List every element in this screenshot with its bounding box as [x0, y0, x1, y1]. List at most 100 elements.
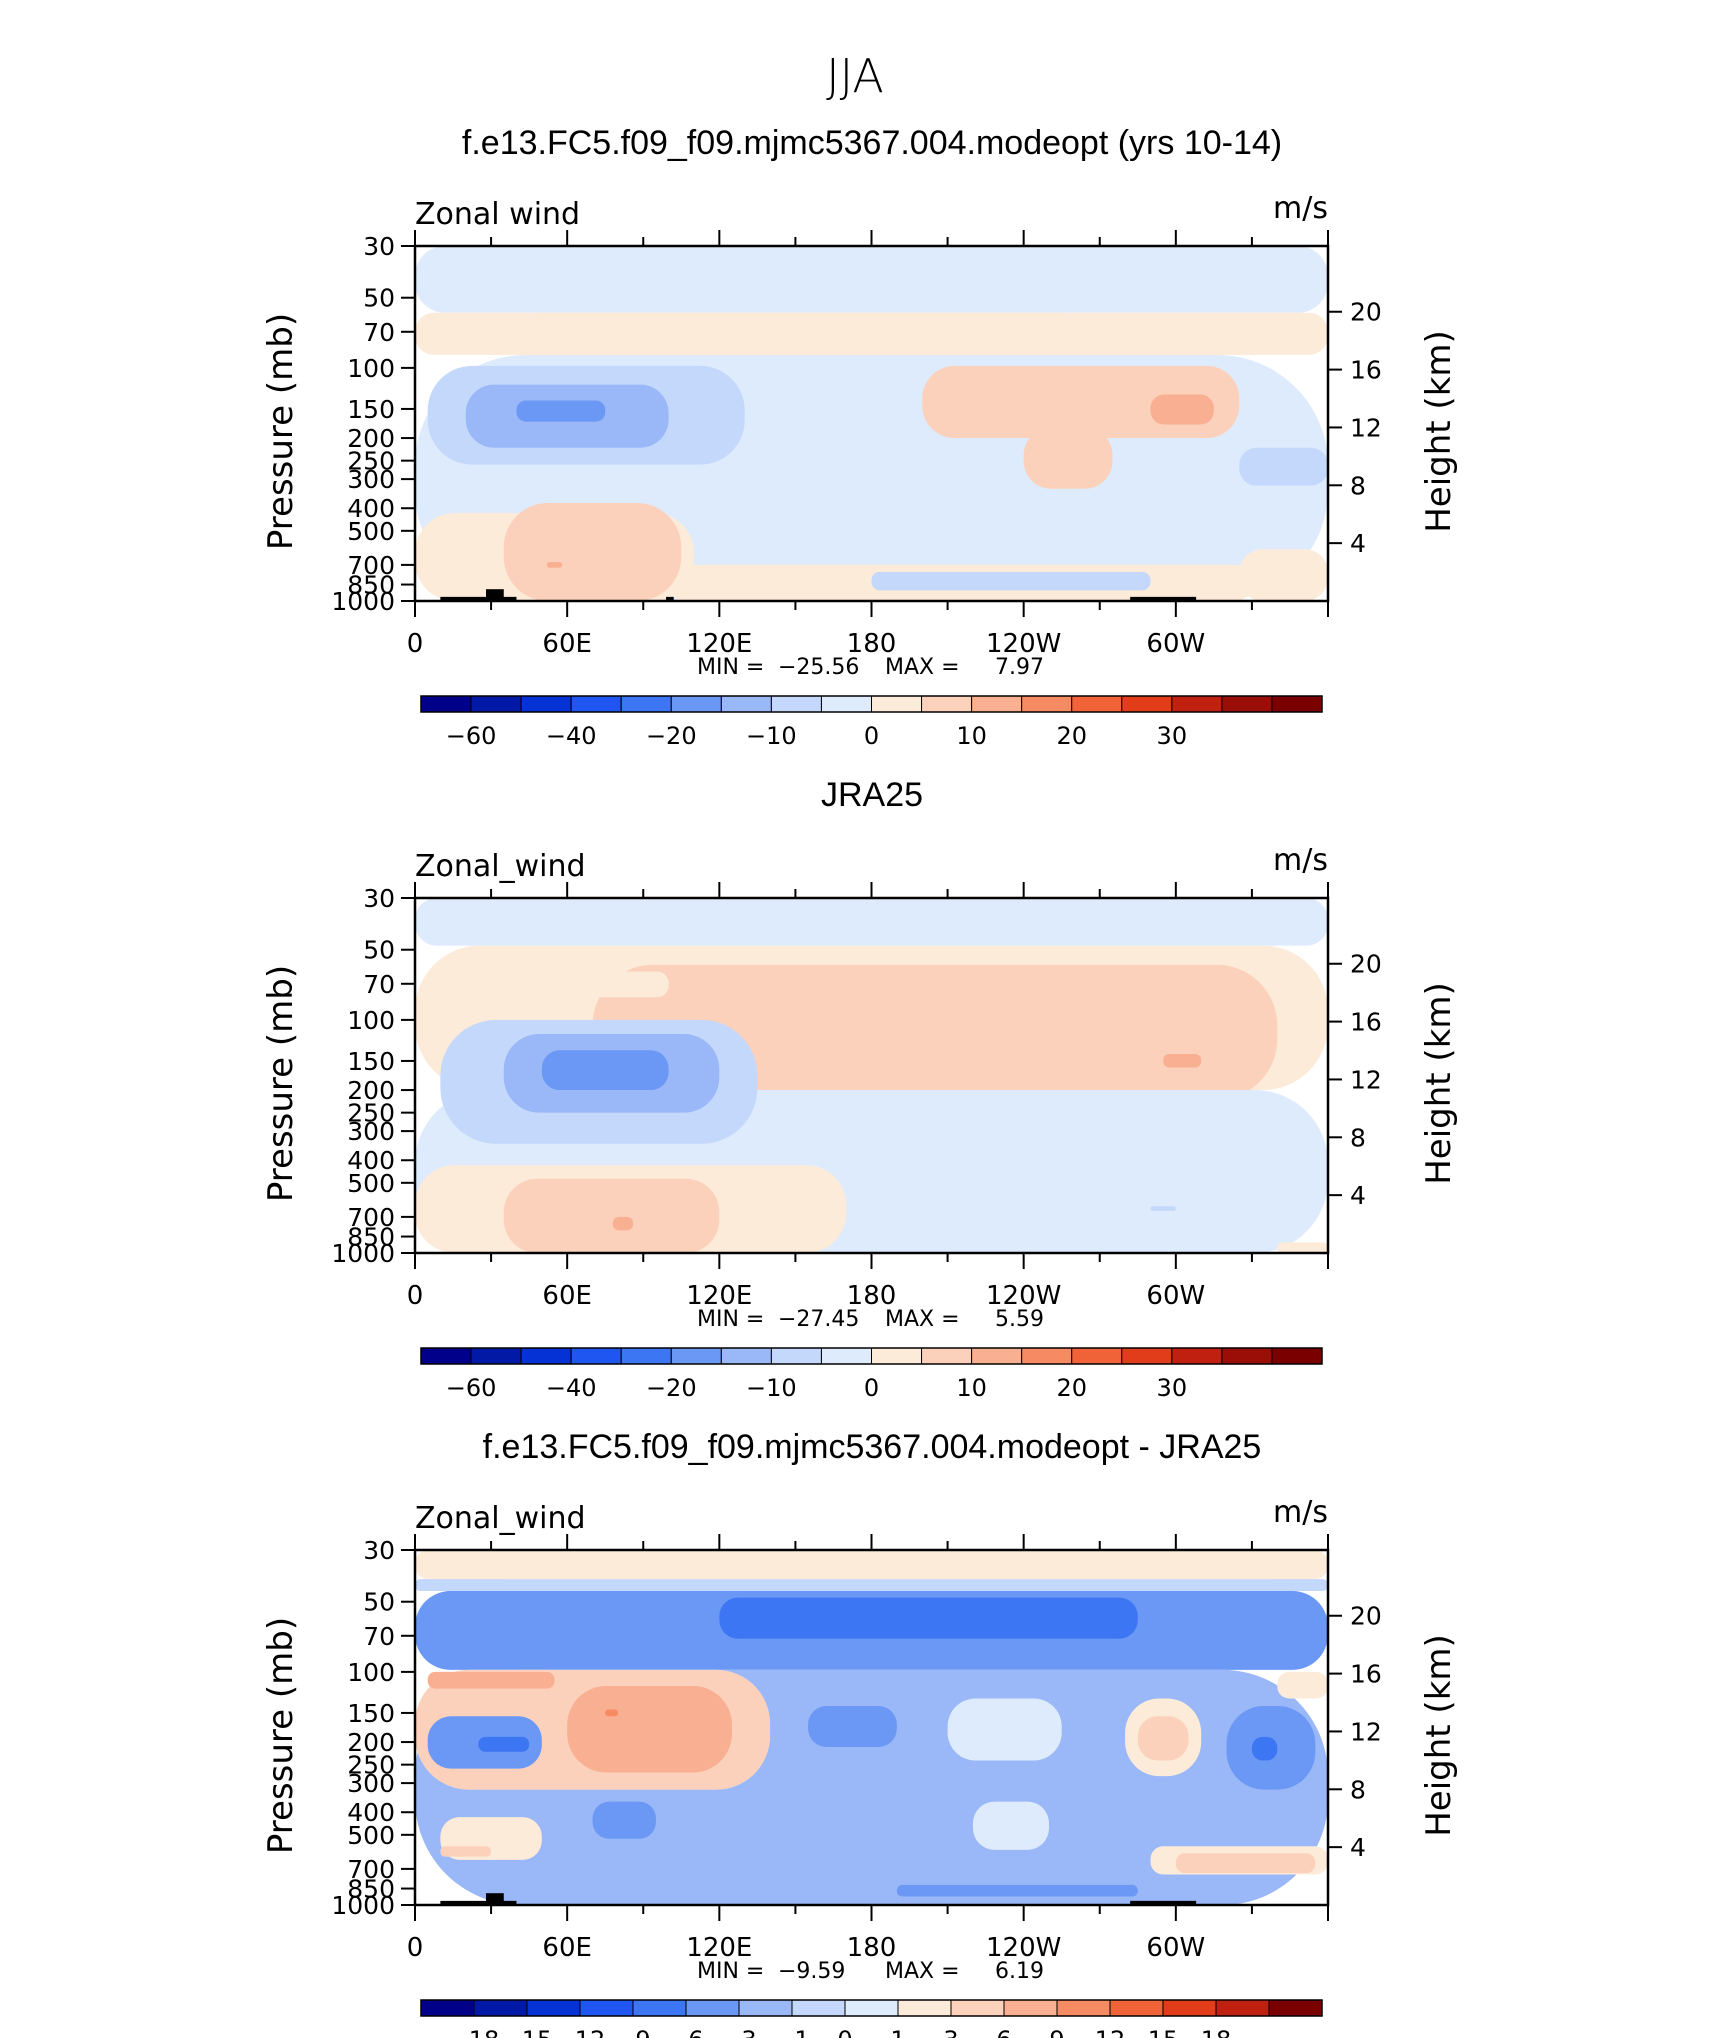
colorbar-box	[685, 1999, 740, 2017]
y-axis-title: Pressure (mb)	[261, 965, 301, 1202]
contour-region	[612, 1216, 634, 1231]
contour-region	[947, 1698, 1062, 1761]
contour-region	[1277, 1242, 1328, 1253]
colorbar-label: 9	[1049, 2026, 1064, 2038]
x-tick-label: 120W	[986, 629, 1061, 659]
colorbar-label: 30	[1157, 1374, 1188, 1402]
contour-region	[440, 1846, 492, 1857]
height-tick-label: 20	[1350, 298, 1382, 327]
colorbar-label: 30	[1157, 722, 1188, 750]
colorbar-box	[971, 1347, 1023, 1365]
terrain-mask	[486, 589, 504, 601]
contour-region	[808, 1705, 897, 1748]
y-tick-label: 70	[363, 1622, 395, 1651]
colorbar-label: −18	[449, 2026, 500, 2038]
min-label: MIN =	[697, 1307, 764, 1332]
colorbar-box	[470, 695, 522, 713]
right-axis-title: Height (km)	[1419, 1634, 1459, 1837]
colorbar-box	[632, 1999, 687, 2017]
contour-region	[592, 1801, 656, 1839]
x-tick-label: 60W	[1146, 1281, 1205, 1311]
colorbar-box	[670, 1347, 722, 1365]
colorbar-box	[470, 1347, 522, 1365]
colorbar-label: −10	[746, 722, 797, 750]
terrain-mask	[440, 596, 517, 601]
contour-region	[478, 1736, 530, 1752]
x-tick-label: 120W	[986, 1933, 1061, 1963]
contour-region	[592, 964, 1278, 1100]
panel-3: f.e13.FC5.f09_f09.mjmc5367.004.modeopt -…	[261, 1428, 1459, 2038]
colorbar-box	[871, 1347, 923, 1365]
y-tick-label: 100	[347, 1006, 395, 1035]
figure-title: JJA	[826, 49, 884, 103]
colorbar-label: −20	[646, 1374, 697, 1402]
colorbar-label: 0	[864, 1374, 879, 1402]
y-tick-label: 300	[347, 1769, 395, 1798]
colorbar-box	[1109, 1999, 1164, 2017]
colorbar-label: 12	[1095, 2026, 1126, 2038]
contour-region	[1239, 549, 1328, 601]
colorbar-label: 3	[943, 2026, 958, 2038]
y-tick-label: 500	[347, 1821, 395, 1850]
colorbar-label: 0	[864, 722, 879, 750]
height-tick-label: 8	[1350, 1123, 1366, 1152]
colorbar-box	[526, 1999, 581, 2017]
terrain-mask	[486, 1893, 504, 1905]
colorbar-box	[950, 1999, 1005, 2017]
colorbar-box	[871, 695, 923, 713]
contour-region	[546, 561, 563, 568]
contour-region	[415, 1550, 1328, 1580]
colorbar-box	[420, 695, 472, 713]
colorbar-label: 1	[890, 2026, 905, 2038]
contour-region	[871, 571, 1151, 591]
variable-label: Zonal_wind	[415, 1501, 586, 1536]
x-tick-label: 60E	[542, 629, 592, 659]
y-tick-label: 100	[347, 354, 395, 383]
contour-region	[415, 1579, 1328, 1592]
min-value: −25.56	[778, 655, 859, 680]
colorbar-label: −40	[546, 1374, 597, 1402]
colorbar-label: 10	[956, 1374, 987, 1402]
height-tick-label: 12	[1350, 413, 1382, 442]
panel-1: f.e13.FC5.f09_f09.mjmc5367.004.modeopt (…	[261, 124, 1459, 750]
min-label: MIN =	[697, 655, 764, 680]
units-label: m/s	[1273, 191, 1328, 226]
x-tick-label: 120E	[686, 629, 752, 659]
colorbar-box	[1171, 695, 1223, 713]
colorbar-box	[971, 695, 1023, 713]
right-axis-title: Height (km)	[1419, 982, 1459, 1185]
contour-region	[541, 1050, 669, 1091]
y-tick-label: 150	[347, 395, 395, 424]
height-tick-label: 20	[1350, 950, 1382, 979]
x-tick-label: 0	[407, 1933, 424, 1963]
colorbar-box	[844, 1999, 899, 2017]
y-tick-label: 200	[347, 424, 395, 453]
y-tick-label: 50	[363, 936, 395, 965]
y-tick-label: 400	[347, 1798, 395, 1827]
colorbar-box	[1171, 1347, 1223, 1365]
colorbar-box	[1071, 695, 1123, 713]
x-tick-label: 60E	[542, 1933, 592, 1963]
y-tick-label: 500	[347, 1169, 395, 1198]
y-tick-label: 50	[363, 1588, 395, 1617]
x-tick-label: 180	[847, 629, 897, 659]
height-tick-label: 16	[1350, 1660, 1382, 1689]
min-value: −9.59	[778, 1959, 845, 1984]
height-tick-label: 12	[1350, 1065, 1382, 1094]
colorbar-box	[921, 695, 973, 713]
x-tick-label: 180	[847, 1281, 897, 1311]
colorbar-box	[1121, 695, 1173, 713]
y-tick-label: 200	[347, 1076, 395, 1105]
terrain-mask	[666, 596, 674, 601]
height-tick-label: 4	[1350, 529, 1366, 558]
min-value: −27.45	[778, 1307, 859, 1332]
contour-region	[972, 1801, 1050, 1850]
colorbar-label: 20	[1056, 722, 1087, 750]
y-tick-label: 30	[363, 1536, 395, 1565]
y-tick-label: 250	[347, 1099, 395, 1128]
colorbar-label: −15	[502, 2026, 553, 2038]
colorbar-box	[1221, 1347, 1273, 1365]
contour-region	[427, 1671, 555, 1689]
colorbar-box	[620, 1347, 672, 1365]
colorbar-box	[897, 1999, 952, 2017]
